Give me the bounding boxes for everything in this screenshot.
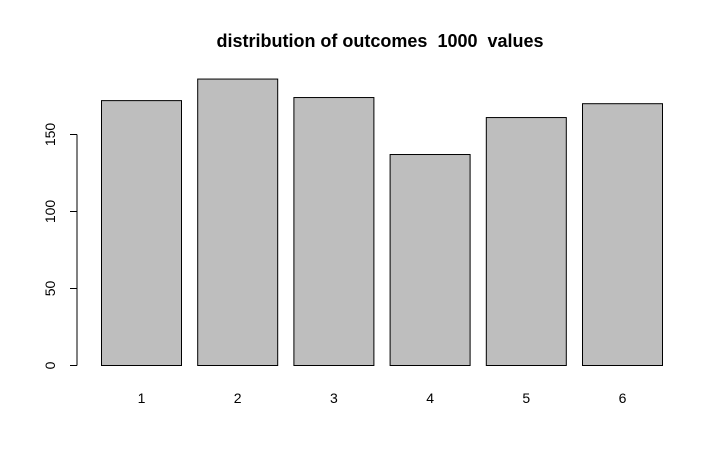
bar-2 [197,78,279,366]
x-tick-label: 4 [426,390,434,406]
chart-title: distribution of outcomes 1000 values [216,31,543,51]
x-tick-label: 1 [138,390,146,406]
x-tick-label: 3 [330,390,338,406]
bars-group [101,78,663,367]
x-tick-label: 5 [522,390,530,406]
y-tick-label: 100 [42,200,58,224]
x-tick-label: 6 [619,390,627,406]
bar-3 [293,97,375,366]
y-tick-label: 50 [42,281,58,297]
y-tick-label: 150 [42,123,58,147]
bar-4 [389,154,471,366]
x-axis-labels: 1 2 3 4 5 6 [138,390,627,406]
bar-6 [582,103,663,366]
bar-1 [101,100,182,367]
y-axis: 0 50 100 150 [42,123,78,369]
y-tick-label: 0 [42,361,58,369]
bar-5 [485,117,567,366]
x-tick-label: 2 [234,390,242,406]
